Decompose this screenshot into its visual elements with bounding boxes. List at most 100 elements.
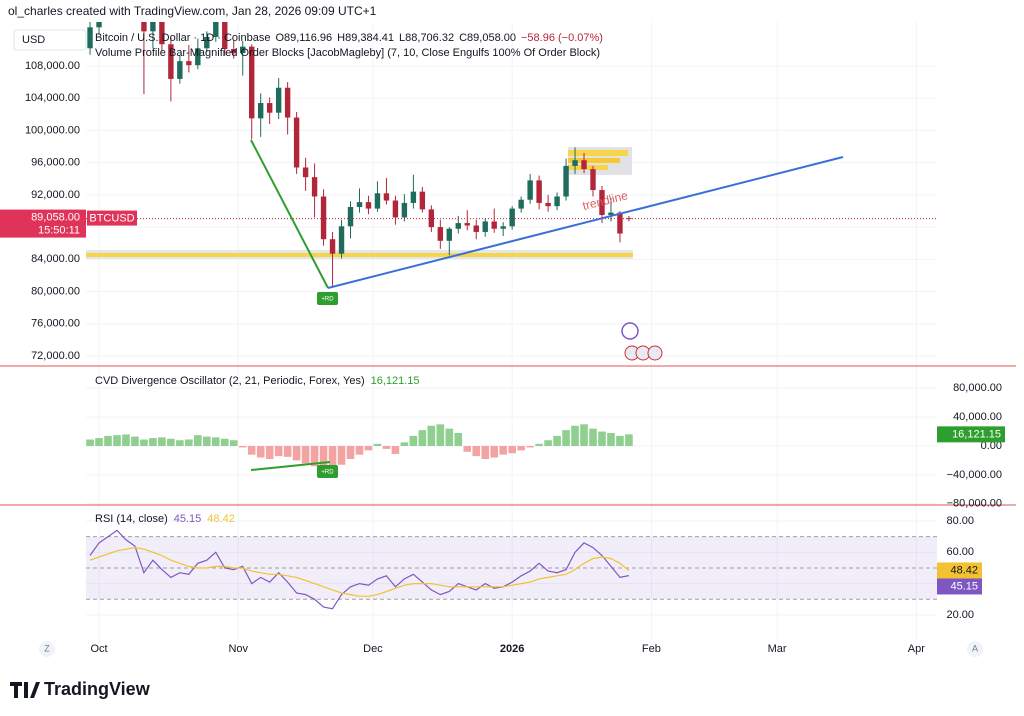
order-block-bar [568, 165, 608, 170]
cvd-bar [247, 446, 256, 455]
candle-body [168, 44, 174, 79]
y-tick-label: 92,000.00 [31, 189, 80, 201]
cvd-bar [256, 446, 265, 458]
symbol-box [87, 210, 137, 226]
cvd-bar [418, 430, 427, 447]
currency-button[interactable]: USD [13, 29, 87, 51]
candle-body [356, 202, 363, 207]
candle-body [554, 196, 560, 207]
candle-body [231, 49, 237, 54]
right-button[interactable]: A [967, 641, 983, 657]
rsi-value-label: 45.15 [950, 580, 978, 592]
cvd-bar [337, 446, 346, 465]
divergence-line [250, 139, 329, 289]
cvd-bar [526, 446, 534, 448]
candle-body [141, 22, 147, 32]
cvd-bar [229, 440, 238, 447]
cvd-bar [490, 446, 499, 458]
ohlc-value: O89,116.96 [275, 32, 332, 44]
candle-body [392, 200, 399, 218]
candle-body [572, 160, 578, 166]
candle-body [383, 193, 390, 201]
ohlc-value: H89,384.41 [337, 32, 394, 44]
cvd-legend: CVD Divergence Oscillator (2, 21, Period… [95, 375, 420, 387]
button-label[interactable]: A [972, 643, 978, 653]
cvd-bar [517, 446, 525, 451]
price-legend: Bitcoin / U.S. Dollar · 1D · Coinbase O89… [95, 32, 603, 44]
candle-body [311, 177, 318, 197]
button-label[interactable]: Z [44, 643, 50, 653]
cvd-bar [472, 446, 481, 457]
cvd-bar [544, 440, 552, 447]
candle-body [563, 165, 569, 197]
candle-body [195, 48, 201, 66]
currency[interactable]: USD [22, 34, 45, 46]
last-price-label: 89,058.00 [31, 211, 80, 223]
cvd-bar [571, 425, 579, 447]
candle-body [204, 36, 210, 49]
left-button[interactable]: Z [39, 641, 55, 657]
rd-badge [317, 292, 338, 305]
cvd-bar [346, 446, 355, 459]
cvd-bar [364, 446, 373, 451]
cvd-bar [382, 446, 391, 449]
rsi-ma-line [89, 546, 630, 597]
symbol-label: BTCUSD [89, 212, 134, 224]
y-tick-label: 76,000.00 [31, 318, 80, 330]
flag-icon[interactable] [647, 345, 663, 361]
candle-body [240, 46, 246, 54]
candle-body [275, 87, 282, 113]
rsi-legend: RSI (14, close) 45.15 48.42 [95, 513, 235, 525]
candle-body [338, 226, 345, 254]
cvd-bar [445, 428, 454, 447]
rsi-value-label: 48.42 [950, 564, 978, 576]
cvd-bar [391, 446, 400, 454]
candle-body [150, 22, 156, 32]
cvd-bar [211, 437, 220, 447]
y-tick-label: −40,000.00 [947, 469, 1002, 481]
candle-body [455, 223, 461, 229]
y-tick-label: 84,000.00 [31, 253, 80, 265]
y-tick-label: 104,000.00 [25, 92, 80, 104]
cvd-bar [140, 439, 148, 447]
y-tick-label: 60.00 [946, 546, 974, 558]
symbol-title: Bitcoin / U.S. Dollar · 1D · Coinbase [95, 32, 270, 44]
button-bg[interactable] [39, 641, 55, 657]
rsi-value-box [937, 562, 982, 579]
price-change: −58.96 (−0.07%) [521, 32, 603, 44]
order-block-bar [568, 150, 628, 156]
event-icon[interactable] [621, 322, 639, 340]
currency-box[interactable] [13, 29, 87, 51]
drawings: trendline +RD +RD [250, 139, 844, 478]
cvd-bar [625, 434, 633, 447]
cvd-bar [553, 435, 561, 447]
cvd-bar [158, 437, 166, 447]
x-tick-label: 2026 [500, 643, 524, 655]
candle-body [410, 191, 417, 203]
cvd-bar [292, 446, 301, 461]
candle-body [464, 223, 470, 226]
y-tick-label: 72,000.00 [31, 350, 80, 362]
cvd-bar [238, 446, 247, 448]
cvd-bar [427, 425, 436, 447]
cvd-bar [167, 438, 175, 447]
trendline[interactable] [327, 156, 844, 289]
candle-body [374, 193, 381, 209]
cvd-value: 16,121.15 [371, 375, 420, 387]
candle-body [96, 22, 102, 28]
countdown: 15:50:11 [38, 224, 80, 236]
rsi-line [89, 529, 630, 610]
y-tick-label: 108,000.00 [25, 60, 80, 72]
candle-body [419, 191, 426, 210]
button-bg[interactable] [967, 641, 983, 657]
candle-body [186, 61, 192, 66]
cvd-bar [373, 443, 382, 447]
cvd-bar [319, 446, 328, 470]
cvd-divergence-line [250, 461, 331, 471]
y-tick-label: 80,000.00 [31, 285, 80, 297]
rd-label: +RD [321, 470, 334, 476]
x-tick-label: Mar [768, 643, 787, 655]
candle-body [536, 180, 542, 203]
